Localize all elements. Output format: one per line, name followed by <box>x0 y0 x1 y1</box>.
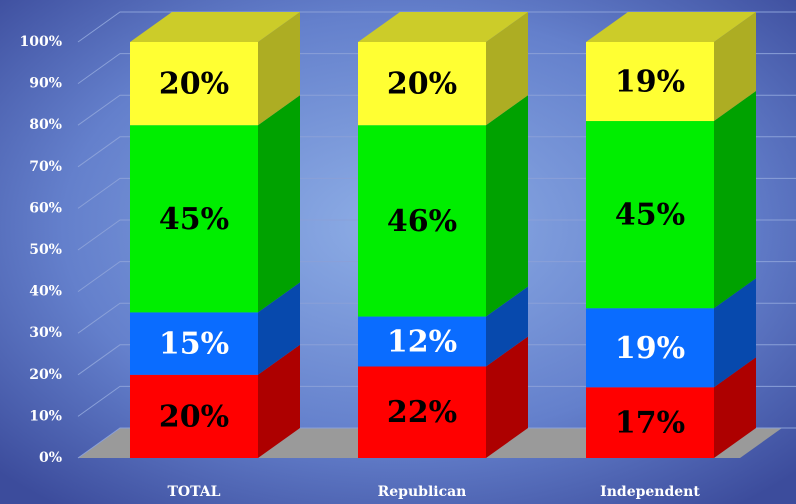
bar-top <box>358 12 528 42</box>
grid-line <box>77 11 796 43</box>
grid-line <box>77 136 796 168</box>
x-tick-label: Republican <box>378 484 467 500</box>
grid-line <box>77 177 796 209</box>
bar-side <box>258 282 300 375</box>
data-label: 45% <box>615 198 685 233</box>
bar <box>586 387 714 458</box>
data-label: 22% <box>387 395 457 430</box>
data-label: 19% <box>615 331 685 366</box>
bar-side <box>486 12 528 126</box>
grid-line <box>77 385 796 417</box>
y-tick-label: 40% <box>29 284 62 300</box>
data-label: 12% <box>387 325 457 360</box>
y-tick-label: 70% <box>29 159 62 175</box>
y-tick-label: 50% <box>29 242 62 258</box>
y-tick-label: 100% <box>19 34 62 50</box>
bar-side <box>714 357 756 458</box>
bar-side <box>486 286 528 367</box>
bar <box>130 312 258 375</box>
data-label: 20% <box>159 399 229 434</box>
grid-line <box>77 261 796 293</box>
bar <box>586 42 714 122</box>
data-label: 19% <box>615 65 685 100</box>
x-tick-label: Independent <box>600 484 700 500</box>
grid-line <box>77 427 796 459</box>
bar-side <box>258 344 300 458</box>
bar-side <box>486 336 528 458</box>
grid-line <box>77 94 796 126</box>
data-label: 20% <box>159 67 229 102</box>
grid-line <box>77 53 796 85</box>
y-tick-label: 60% <box>29 200 62 216</box>
data-label: 45% <box>159 202 229 237</box>
bar <box>358 42 486 126</box>
data-label: 15% <box>159 327 229 362</box>
bar <box>130 374 258 458</box>
bar-side <box>258 12 300 126</box>
grid-line <box>77 344 796 376</box>
data-label: 20% <box>387 67 457 102</box>
y-tick-label: 0% <box>39 450 62 466</box>
bar <box>130 125 258 313</box>
bar <box>586 121 714 309</box>
y-tick-label: 10% <box>29 408 62 424</box>
data-label: 46% <box>387 204 457 239</box>
bar-top <box>130 12 300 42</box>
bar-top <box>586 12 756 42</box>
data-label: 17% <box>615 406 685 441</box>
y-tick-label: 90% <box>29 76 62 92</box>
bar <box>130 42 258 126</box>
bar <box>358 366 486 458</box>
y-tick-label: 20% <box>29 367 62 383</box>
y-tick-label: 30% <box>29 325 62 341</box>
x-tick-label: TOTAL <box>168 484 221 500</box>
y-tick-label: 80% <box>29 117 62 133</box>
bar-side <box>714 12 756 122</box>
bar <box>358 316 486 367</box>
bar <box>358 125 486 317</box>
bar-side <box>714 278 756 388</box>
bar <box>586 308 714 388</box>
bar-side <box>486 95 528 317</box>
bar-side <box>714 91 756 309</box>
grid-line <box>77 219 796 251</box>
bar-side <box>258 95 300 313</box>
grid-line <box>77 302 796 334</box>
